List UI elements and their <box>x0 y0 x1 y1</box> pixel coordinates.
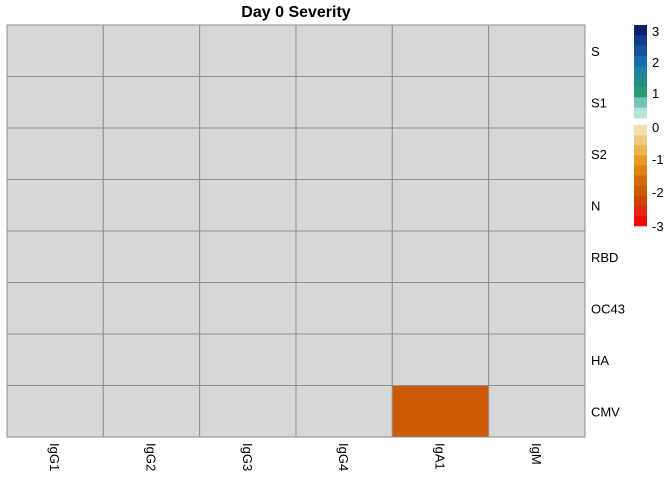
legend-tick-label: 3 <box>652 24 659 39</box>
heatmap-cell-cmv-igg2 <box>102 385 201 438</box>
legend-swatch <box>634 145 647 156</box>
legend-tick-label: 1 <box>652 86 659 101</box>
heatmap-cell-s2-igg4 <box>295 127 393 180</box>
legend-tick-label: -3 <box>652 219 664 234</box>
heatmap-cell-ha-igg4 <box>295 333 393 386</box>
heatmap-cell-s1-igg3 <box>199 76 297 129</box>
heatmap-cell-s-igg4 <box>295 24 393 77</box>
legend-tick-label: 2 <box>652 55 659 70</box>
heatmap-cell-s1-igg1 <box>6 76 104 129</box>
heatmap-cell-n-igg4 <box>295 179 393 232</box>
heatmap-cell-rbd-igg4 <box>295 230 393 283</box>
row-label: CMV <box>591 404 620 419</box>
legend-swatch <box>634 155 647 166</box>
heatmap-cell-s-igg3 <box>199 24 297 77</box>
heatmap-cell-cmv-igg4 <box>295 385 393 438</box>
heatmap-cell-rbd-igg1 <box>6 230 104 283</box>
heatmap-cell-s1-igg2 <box>102 76 201 129</box>
heatmap-cell-n-iga1 <box>391 179 490 232</box>
heatmap-cell-cmv-igm <box>488 385 586 438</box>
heatmap-cell-oc43-iga1 <box>391 282 490 335</box>
heatmap-cell-ha-igg3 <box>199 333 297 386</box>
heatmap-cell-s2-igg3 <box>199 127 297 180</box>
heatmap-cell-n-igm <box>488 179 586 232</box>
heatmap-cell-ha-igg2 <box>102 333 201 386</box>
column-labels: IgG1 IgG2 IgG3 IgG4 IgA1 IgM <box>47 443 544 471</box>
legend-swatch <box>634 125 647 136</box>
heatmap-cell-ha-igg1 <box>6 333 104 386</box>
heatmap-cell-oc43-igm <box>488 282 586 335</box>
row-label: HA <box>591 353 609 368</box>
row-label: S2 <box>591 147 607 162</box>
heatmap-cell-n-igg3 <box>199 179 297 232</box>
heatmap-cell-s2-igg1 <box>6 127 104 180</box>
legend-swatch <box>634 215 647 227</box>
legend-swatch <box>634 195 647 207</box>
column-label: IgA1 <box>432 443 447 470</box>
chart-title: Day 0 Severity <box>241 4 351 21</box>
legend-swatch <box>634 25 647 36</box>
heatmap-cell-ha-iga1 <box>391 333 490 386</box>
heatmap-cell-oc43-igg4 <box>295 282 393 335</box>
column-label: IgG1 <box>47 443 62 471</box>
heatmap-cell-ha-igm <box>488 333 586 386</box>
heatmap-cell-oc43-igg1 <box>6 282 104 335</box>
heatmap-cell-s-iga1 <box>391 24 490 77</box>
column-label: IgG2 <box>143 443 158 471</box>
legend-swatch <box>634 205 647 217</box>
column-label: IgG3 <box>240 443 255 471</box>
heatmap-cell-s2-igg2 <box>102 127 201 180</box>
legend-swatch <box>634 45 647 57</box>
row-label: RBD <box>591 250 618 265</box>
heatmap-cell-rbd-iga1 <box>391 230 490 283</box>
legend-swatch <box>634 185 647 196</box>
heatmap-cell-s2-igm <box>488 127 586 180</box>
heatmap-cell-s1-igm <box>488 76 586 129</box>
heatmap-cell-s1-igg4 <box>295 76 393 129</box>
heatmap-cell-s2-iga1 <box>391 127 490 180</box>
legend-swatch <box>634 66 647 77</box>
heatmap-cell-rbd-igg3 <box>199 230 297 283</box>
legend-swatch <box>634 87 647 98</box>
heatmap-cell-cmv-iga1 <box>391 385 490 438</box>
column-label: IgG4 <box>336 443 351 471</box>
row-label: S1 <box>591 95 607 110</box>
legend-swatch <box>634 35 647 46</box>
legend-tick-label: -2 <box>652 185 664 200</box>
legend-swatch <box>634 97 647 108</box>
legend-tick-label: -1 <box>652 152 664 167</box>
legend-tick-label: 0 <box>652 120 659 135</box>
legend-swatch <box>634 165 647 176</box>
legend-swatch <box>634 175 647 186</box>
legend-swatch <box>634 76 647 88</box>
heatmap-cell-rbd-igg2 <box>102 230 201 283</box>
heatmap-cells <box>6 24 586 438</box>
heatmap-cell-n-igg1 <box>6 179 104 232</box>
heatmap-cell-s-igg1 <box>6 24 104 77</box>
heatmap-cell-s-igm <box>488 24 586 77</box>
legend-swatch <box>634 107 647 119</box>
row-labels: S S1 S2 N RBD OC43 HA CMV <box>591 44 625 420</box>
heatmap-cell-cmv-igg1 <box>6 385 104 438</box>
color-legend: 3 2 1 0 -1 -2 -3 <box>634 24 664 234</box>
row-label: OC43 <box>591 301 625 316</box>
row-label: N <box>591 198 600 213</box>
heatmap-cell-n-igg2 <box>102 179 201 232</box>
heatmap-cell-cmv-igg3 <box>199 385 297 438</box>
column-label: IgM <box>529 443 544 465</box>
heatmap-cell-rbd-igm <box>488 230 586 283</box>
legend-swatch <box>634 135 647 146</box>
row-label: S <box>591 44 600 59</box>
legend-swatch <box>634 56 647 67</box>
heatmap-cell-oc43-igg3 <box>199 282 297 335</box>
heatmap-cell-oc43-igg2 <box>102 282 201 335</box>
heatmap-cell-s1-iga1 <box>391 76 490 129</box>
heatmap-cell-s-igg2 <box>102 24 201 77</box>
